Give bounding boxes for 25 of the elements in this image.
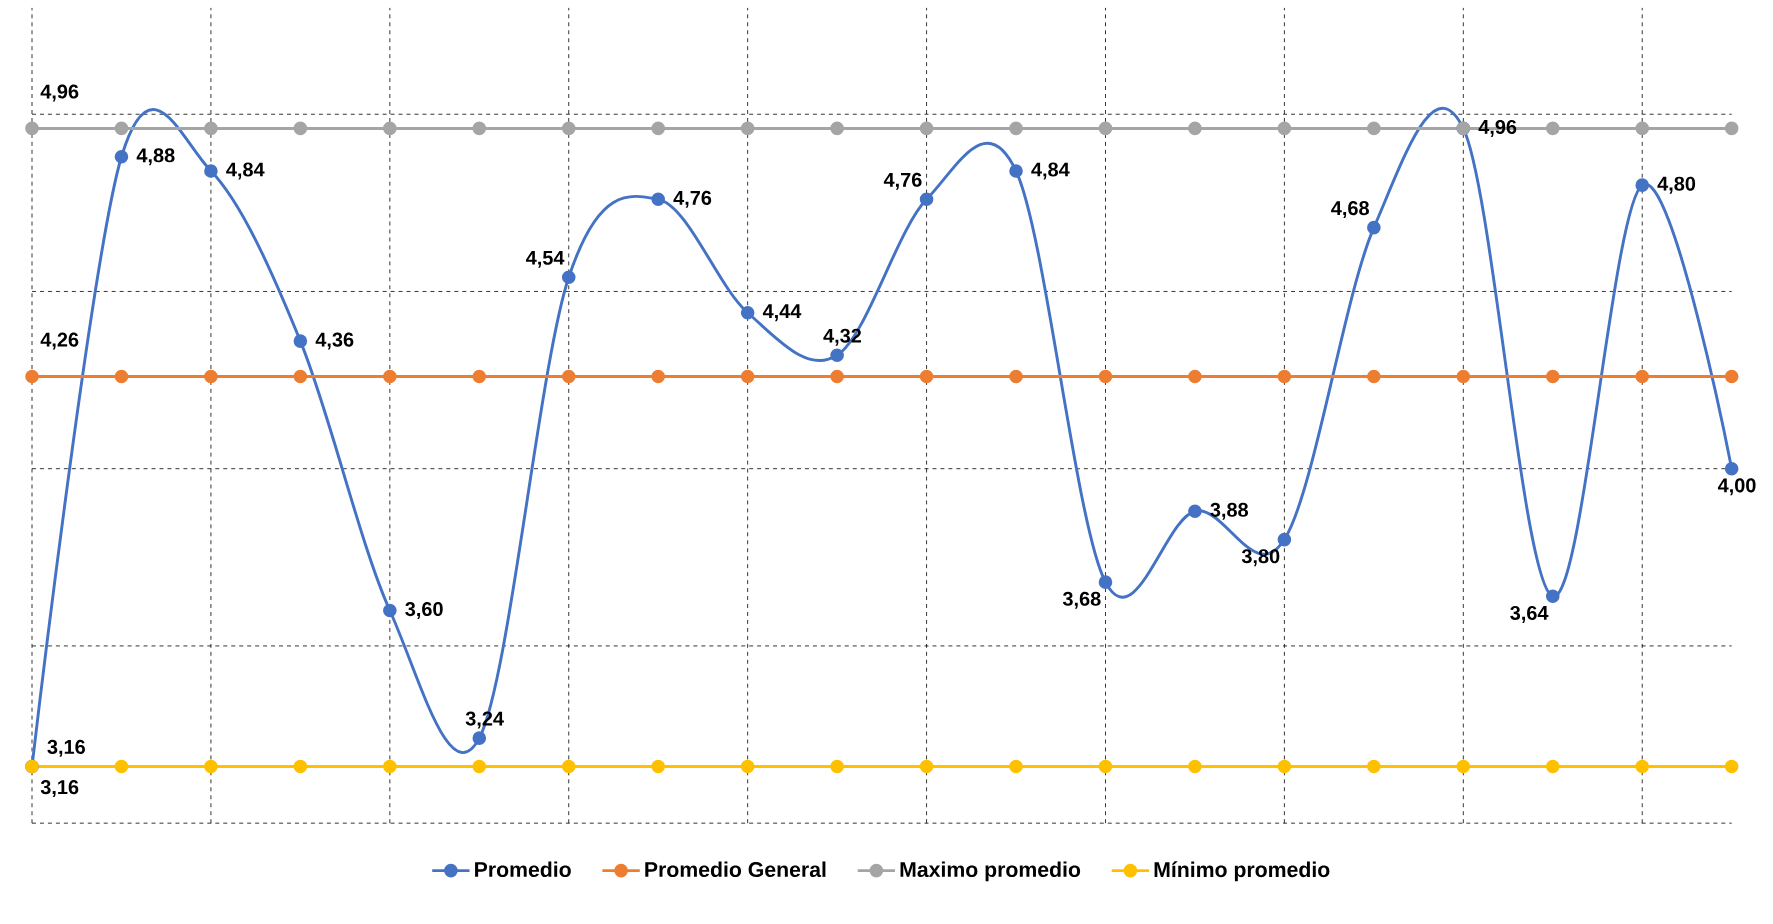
data-label: 4,96 (1478, 120, 1517, 138)
legend-label: Promedio (475, 861, 571, 878)
data-label: 4,44 (762, 304, 802, 322)
data-label: 3,80 (1241, 549, 1280, 567)
data-label: 4,36 (315, 332, 354, 350)
data-label: 3,64 (1510, 606, 1549, 623)
data-label: 4,84 (1031, 162, 1070, 180)
data-label: 3,60 (405, 602, 443, 620)
data-label: 4,88 (136, 148, 175, 166)
data-label: 4,26 (40, 332, 79, 350)
data-label: 4,00 (1717, 478, 1756, 496)
data-label: 4,68 (1331, 201, 1369, 219)
data-label: 3,16 (40, 780, 79, 798)
data-label: 4,76 (673, 190, 712, 208)
legend-label: Promedio General (645, 861, 826, 878)
data-label: 4,96 (40, 84, 79, 102)
data-label: 4,54 (526, 251, 565, 268)
data-label: 4,76 (883, 172, 922, 190)
legend-label: Mínimo promedio (1154, 861, 1330, 882)
data-label: 3,16 (47, 739, 85, 757)
data-label: 3,88 (1210, 502, 1249, 520)
data-label: 3,68 (1062, 591, 1101, 609)
data-label: 4,80 (1657, 176, 1696, 194)
data-label: 4,84 (226, 162, 265, 180)
legend-label: Maximo promedio (900, 861, 1081, 882)
